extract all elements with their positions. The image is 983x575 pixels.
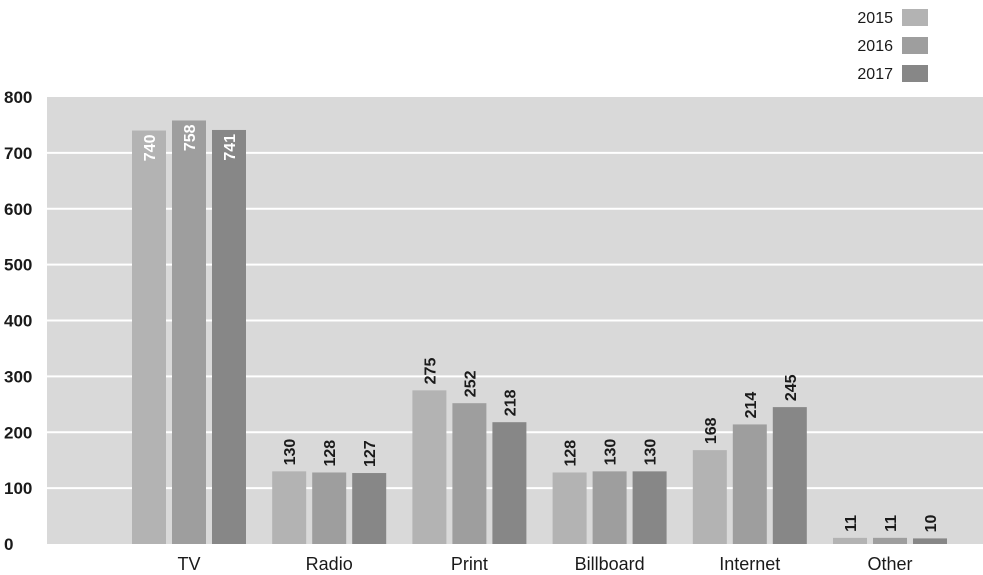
data-label: 130 xyxy=(603,439,620,466)
y-tick-label: 400 xyxy=(4,312,32,331)
x-category-label: Other xyxy=(867,554,912,574)
bar-2015-other xyxy=(833,537,867,544)
x-category-label: TV xyxy=(177,554,200,574)
bar-2016-tv xyxy=(172,120,206,544)
data-label: 218 xyxy=(502,389,519,416)
bar-2017-radio xyxy=(352,473,387,544)
bar-2016-other xyxy=(873,537,907,544)
x-axis: TV Radio Print Billboard Internet Other xyxy=(177,554,912,574)
data-label: 741 xyxy=(222,134,239,161)
data-label: 11 xyxy=(883,515,900,532)
y-tick-label: 0 xyxy=(4,535,13,554)
legend-label: 2016 xyxy=(857,38,893,55)
bar-2017-tv xyxy=(212,129,246,544)
bar-2017-other xyxy=(913,538,947,544)
bar-2017-billboard xyxy=(632,471,667,544)
legend-swatch xyxy=(902,37,928,54)
legend-label: 2017 xyxy=(857,66,893,83)
legend-label: 2015 xyxy=(857,10,893,27)
bars xyxy=(132,120,947,544)
data-label: 758 xyxy=(182,124,199,151)
legend: 2015 2016 2017 xyxy=(857,9,928,83)
data-label: 168 xyxy=(703,417,720,444)
legend-swatch xyxy=(902,9,928,26)
y-axis: 0 100 200 300 400 500 600 700 800 xyxy=(4,88,32,554)
data-label: 214 xyxy=(743,392,760,419)
bar-2016-billboard xyxy=(592,471,627,544)
data-label: 10 xyxy=(923,515,940,533)
y-tick-label: 200 xyxy=(4,423,32,442)
data-labels: 740 758 741 130 128 127 275 252 218 128 130 130 168 2… xyxy=(142,124,940,532)
y-tick-label: 300 xyxy=(4,367,32,386)
legend-swatch xyxy=(902,65,928,82)
x-category-label: Radio xyxy=(306,554,353,574)
bar-2015-billboard xyxy=(552,472,587,544)
y-tick-label: 800 xyxy=(4,88,32,107)
y-tick-label: 600 xyxy=(4,200,32,219)
data-label: 740 xyxy=(142,134,159,161)
bar-2017-internet xyxy=(772,407,807,544)
y-tick-label: 100 xyxy=(4,479,32,498)
x-category-label: Print xyxy=(451,554,488,574)
bar-2017-print xyxy=(492,422,527,544)
data-label: 252 xyxy=(462,370,479,397)
bar-2016-print xyxy=(452,403,487,544)
bar-2016-internet xyxy=(732,424,767,544)
data-label: 275 xyxy=(422,358,439,385)
bar-2016-radio xyxy=(312,472,347,544)
bar-2015-radio xyxy=(272,471,307,544)
data-label: 128 xyxy=(322,440,339,467)
x-category-label: Billboard xyxy=(575,554,645,574)
data-label: 130 xyxy=(643,439,660,466)
y-tick-label: 500 xyxy=(4,256,32,275)
data-label: 127 xyxy=(362,440,379,467)
bar-2015-internet xyxy=(692,450,727,544)
bar-2015-print xyxy=(412,390,447,544)
data-label: 128 xyxy=(563,440,580,467)
data-label: 130 xyxy=(282,439,299,466)
bar-2015-tv xyxy=(132,130,166,544)
y-tick-label: 700 xyxy=(4,144,32,163)
data-label: 11 xyxy=(843,515,860,532)
x-category-label: Internet xyxy=(719,554,780,574)
data-label: 245 xyxy=(783,374,800,401)
